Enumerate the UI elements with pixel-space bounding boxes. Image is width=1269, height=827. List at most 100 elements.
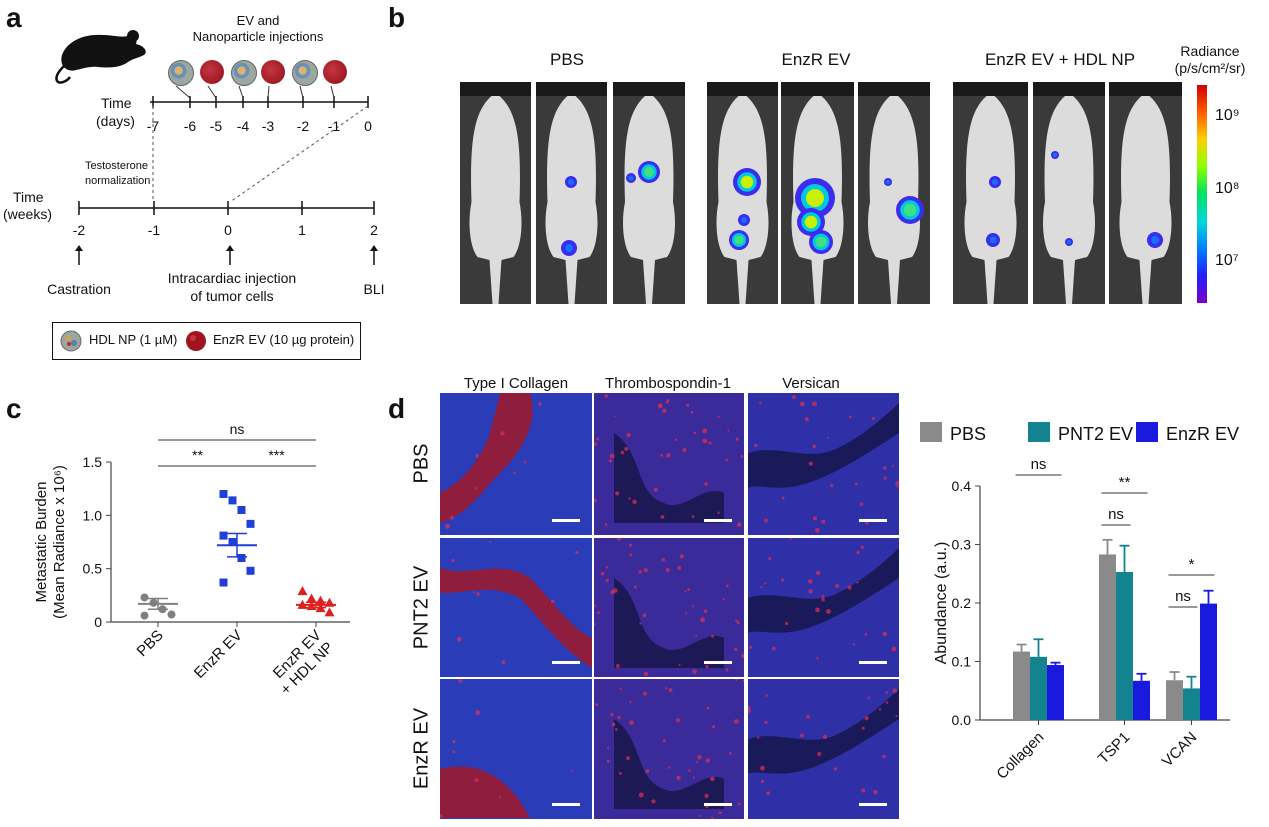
significance-label: * <box>1189 556 1195 573</box>
days-tick-label: 0 <box>364 118 372 134</box>
significance-label: ns <box>1175 588 1191 605</box>
data-point-pbs <box>167 610 176 619</box>
weeks-tick-label: -2 <box>72 222 86 238</box>
data-point-enzr-ev-hdl <box>306 593 317 603</box>
bli-mouse-image <box>953 82 1028 304</box>
hdl-np-bead <box>231 60 257 86</box>
bar <box>1183 688 1200 720</box>
y-tick-label: 0.0 <box>952 712 972 728</box>
injection-title-line1: EV and <box>236 13 280 28</box>
weeks-tick-label: 2 <box>370 222 378 238</box>
significance-label: ns <box>230 421 245 437</box>
bar <box>1133 680 1150 720</box>
zoom-line-right <box>229 105 369 203</box>
colorbar-tick-1e8: 10⁸ <box>1215 180 1240 197</box>
colorbar-title-line1: Radiance <box>1180 43 1240 59</box>
data-point-pbs <box>140 593 149 602</box>
bli-mouse-image <box>781 82 854 304</box>
injection-title-line2: Nanoparticle injections <box>192 29 324 44</box>
bli-mouse-image <box>1109 82 1182 304</box>
weeks-tick-label: 1 <box>298 222 306 238</box>
y-axis-label: Metastatic Burden(Mean Radiance x 10⁶) <box>33 465 68 619</box>
legend-swatch <box>1136 422 1158 442</box>
row-label-enzr-ev: EnzR EV <box>410 707 433 790</box>
event-arrow-icon <box>75 245 83 265</box>
bar <box>1013 651 1030 720</box>
x-tick-label: TSP1 <box>1095 729 1134 768</box>
row-label-pnt2-ev: PNT2 EV <box>410 565 433 650</box>
days-tick-label: -7 <box>146 118 160 134</box>
data-point-enzr-ev <box>228 496 237 505</box>
bar <box>1047 665 1064 720</box>
legend-label: PBS <box>950 424 986 444</box>
injection-pointer <box>330 85 335 99</box>
data-point-enzr-ev <box>237 554 246 562</box>
significance-label: ns <box>1108 506 1124 523</box>
microscopy-tile <box>440 538 592 677</box>
days-tick-label: -1 <box>327 118 341 134</box>
column-title-tsp1: Thrombospondin-1 <box>605 375 731 392</box>
group-title-enzr-ev-hdl: EnzR EV + HDL NP <box>984 50 1136 69</box>
microscopy-tile <box>748 679 899 819</box>
data-point-enzr-ev-hdl <box>297 586 308 596</box>
panel-label-b: b <box>388 2 406 33</box>
colorbar <box>1197 85 1207 303</box>
bli-mouse-image <box>460 82 531 304</box>
event-arrow-icon <box>226 245 234 265</box>
legend-label: EnzR EV <box>1166 424 1239 444</box>
days-axis-label-line2: (days) <box>96 113 135 129</box>
bar <box>1200 603 1217 720</box>
bar-chart: 0.4 0.3 0.2 0.1 0.0 Abundance (a.u.) Collagen T… <box>920 422 1239 783</box>
weeks-tick-label: 0 <box>224 222 232 238</box>
colorbar-tick-1e9: 10⁹ <box>1215 107 1240 124</box>
hdl-np-icon <box>60 330 82 352</box>
data-point-pbs <box>140 611 149 620</box>
legend-hdl-label: HDL NP (1 µM) <box>89 332 178 347</box>
legend-ev-label: EnzR EV (10 µg protein) <box>213 332 355 347</box>
data-point-enzr-ev-hdl <box>324 607 335 617</box>
data-point-enzr-ev <box>237 506 246 514</box>
row-label-pbs: PBS <box>410 443 433 484</box>
data-point-enzr-ev <box>246 519 255 528</box>
group-title-enzr-ev: EnzR EV <box>781 50 851 69</box>
testosterone-label-line2: normalization <box>85 175 151 187</box>
y-tick-label: 0 <box>94 614 102 630</box>
y-tick-label: 0.1 <box>952 654 972 670</box>
colorbar-title-line2: (p/s/cm²/sr) <box>1174 60 1246 76</box>
x-tick-label: Collagen <box>993 729 1047 783</box>
event-castration: Castration <box>47 281 111 297</box>
significance-label: ** <box>1119 474 1131 491</box>
injection-pointer <box>207 85 217 99</box>
significance-label: ns <box>1031 456 1047 473</box>
days-tick-label: -5 <box>209 118 223 134</box>
event-injection-line1: Intracardiac injection <box>167 270 297 286</box>
bli-mouse-image <box>536 82 607 304</box>
colorbar-tick-1e7: 10⁷ <box>1215 252 1239 269</box>
data-point-pbs <box>149 598 158 607</box>
x-tick-label: VCAN <box>1159 729 1200 770</box>
weeks-tick-label: -1 <box>147 222 161 238</box>
bli-mouse-image <box>1033 82 1105 304</box>
microscopy-tile <box>594 393 744 535</box>
data-point-enzr-ev <box>246 566 255 575</box>
column-title-versican: Versican <box>782 375 840 392</box>
significance-label: *** <box>268 447 285 463</box>
days-axis-label-line1: Time <box>101 95 132 111</box>
panel-label-d: d <box>388 393 406 424</box>
event-injection-line2: of tumor cells <box>190 288 274 304</box>
data-point-enzr-ev <box>219 531 228 540</box>
weeks-axis-label-line2: (weeks) <box>3 206 53 222</box>
y-tick-label: 0.3 <box>952 537 972 553</box>
days-tick-label: -4 <box>236 118 250 134</box>
weeks-axis-label-line1: Time <box>13 189 44 205</box>
microscopy-tile <box>440 393 592 535</box>
legend-swatch <box>920 422 942 442</box>
data-point-enzr-ev <box>228 538 237 546</box>
bli-mouse-image <box>858 82 930 304</box>
timeline-diagram <box>78 85 375 215</box>
bar <box>1099 554 1116 720</box>
y-tick-label: 1.0 <box>83 507 103 523</box>
scatter-chart: 1.5 1.0 0.5 0 Metastatic Burden(Mean Radianc… <box>33 421 350 699</box>
panel-label-a: a <box>6 2 22 33</box>
y-tick-label: 0.4 <box>952 478 972 494</box>
